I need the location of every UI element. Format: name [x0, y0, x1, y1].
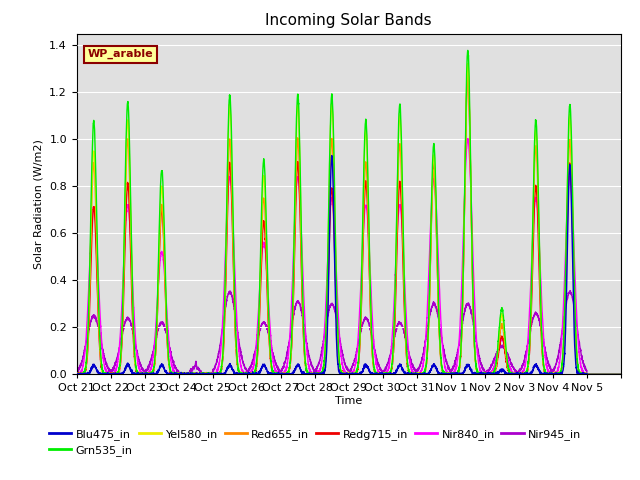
- Title: Incoming Solar Bands: Incoming Solar Bands: [266, 13, 432, 28]
- Legend: Blu475_in, Grn535_in, Yel580_in, Red655_in, Redg715_in, Nir840_in, Nir945_in: Blu475_in, Grn535_in, Yel580_in, Red655_…: [44, 424, 586, 460]
- Text: WP_arable: WP_arable: [88, 49, 154, 59]
- Y-axis label: Solar Radiation (W/m2): Solar Radiation (W/m2): [34, 139, 44, 269]
- X-axis label: Time: Time: [335, 396, 362, 406]
